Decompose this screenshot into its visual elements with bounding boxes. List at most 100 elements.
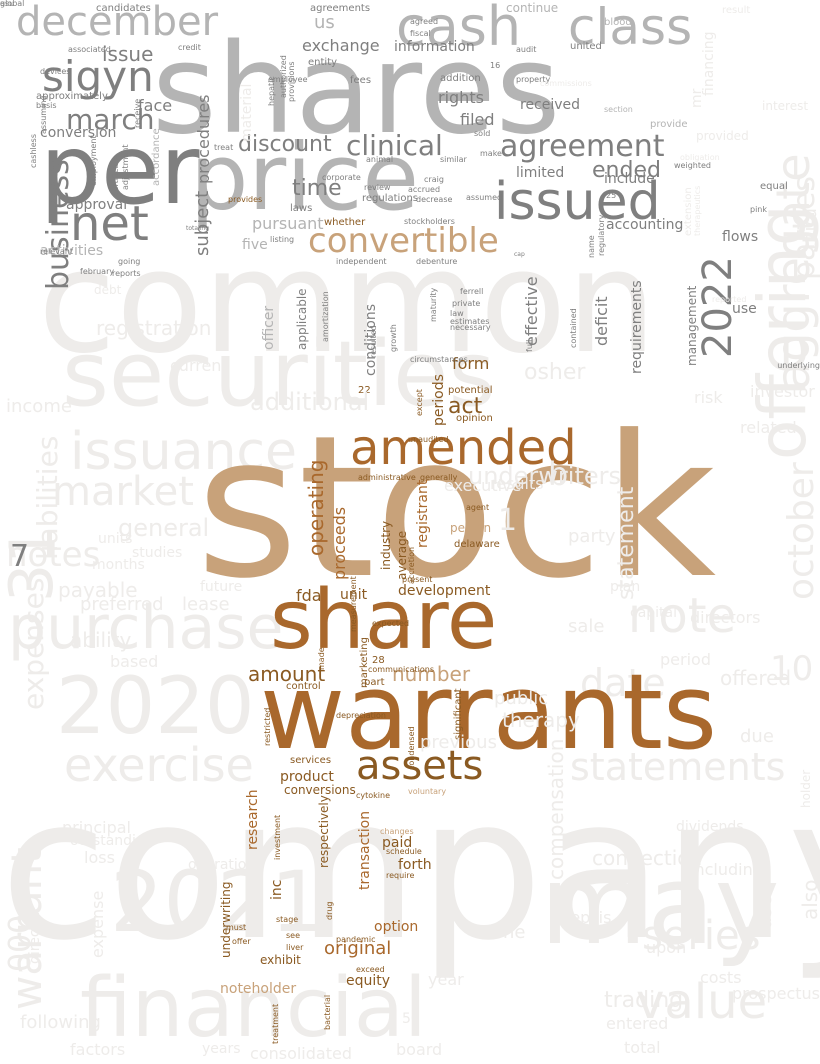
- word-equity: equity: [346, 973, 391, 989]
- word-exercise: exercise: [64, 738, 254, 792]
- word-osher: osher: [524, 360, 586, 385]
- word-50: 50: [402, 1011, 420, 1027]
- word-entered: entered: [606, 1014, 669, 1033]
- word-must: must: [226, 923, 247, 932]
- word-animal: animal: [366, 155, 394, 164]
- word-trading: trading: [604, 988, 684, 1013]
- word-listing: listing: [270, 235, 295, 244]
- word-interest: interest: [762, 99, 809, 113]
- word-statements: statements: [570, 745, 786, 789]
- word-respectively: respectively: [317, 795, 331, 868]
- word-received: received: [520, 97, 581, 113]
- word-certificate: certificate: [111, 155, 120, 196]
- word-plan: plan: [610, 579, 641, 595]
- word-cash: cash: [396, 0, 522, 58]
- word-cashless: cashless: [29, 133, 38, 168]
- word-hepatic: hepatic: [267, 76, 276, 106]
- word-value: value: [636, 974, 768, 1030]
- word-shares: shares: [152, 18, 561, 162]
- word-adjustment: adjustment: [121, 144, 130, 191]
- word-years: years: [202, 1041, 241, 1057]
- word-fiscal: fiscal: [410, 29, 431, 38]
- word-class: class: [568, 0, 693, 56]
- word-regulations: regulations: [362, 193, 419, 204]
- word-global: global: [0, 0, 25, 8]
- word-include: include: [604, 171, 655, 187]
- word-option: option: [374, 919, 419, 935]
- word-preferred: preferred: [80, 594, 164, 615]
- word-regulatory: regulatory: [597, 214, 606, 256]
- word-industry: industry: [379, 520, 393, 570]
- word-operations: operations: [188, 857, 263, 873]
- word-equal: equal: [760, 181, 788, 192]
- word-subject: subject: [192, 190, 213, 256]
- word-financial: financial: [80, 961, 427, 1056]
- word-bacterial: bacterial: [323, 994, 332, 1030]
- word-management: management: [685, 285, 699, 366]
- word-principal: principal: [62, 818, 131, 837]
- word-exchange: exchange: [302, 36, 380, 55]
- word-march: march: [66, 103, 155, 136]
- word-proceeds: proceeds: [330, 506, 349, 580]
- word-information: information: [394, 39, 475, 55]
- word-blood: blood: [604, 17, 632, 28]
- word-united: united: [570, 41, 602, 52]
- word-result: result: [722, 5, 751, 16]
- word-offer: offer: [232, 937, 251, 946]
- word-changes: changes: [380, 827, 414, 836]
- word-made: made: [317, 647, 326, 670]
- word-net: net: [70, 196, 149, 252]
- word-related: related: [740, 418, 797, 437]
- word-sold: sold: [474, 129, 491, 138]
- word-october: october: [781, 462, 820, 600]
- word-expenses: expenses: [17, 577, 50, 710]
- word-whether: whether: [324, 217, 366, 228]
- word-capital: capital: [630, 605, 678, 621]
- word-ability: ability: [70, 628, 132, 652]
- word-transaction: transaction: [357, 810, 373, 890]
- word-prospectus: prospectus: [731, 984, 820, 1003]
- word-series: series: [642, 913, 761, 959]
- word-accrued: accrued: [408, 185, 441, 194]
- word-conversion: conversion: [40, 125, 117, 141]
- word-purchase: purchase: [8, 593, 284, 663]
- word-noteholder: noteholder: [220, 981, 297, 997]
- word-2020: 2020: [56, 662, 255, 752]
- word-circumstances: circumstances: [410, 355, 468, 364]
- word-forth: forth: [398, 857, 432, 873]
- word-share: share: [270, 573, 498, 668]
- word-months: months: [92, 557, 145, 573]
- word-part: part: [364, 677, 385, 688]
- word-debenture: debenture: [416, 257, 458, 266]
- word-extension: extension: [683, 187, 694, 236]
- word-us: us: [314, 12, 335, 33]
- word-employment: employment: [89, 135, 98, 186]
- word-face: face: [138, 96, 173, 115]
- word-measurement: measurement: [349, 576, 358, 632]
- word-paid: paid: [382, 835, 413, 851]
- word-credit: credit: [178, 43, 201, 52]
- word-compensation: compensation: [544, 738, 568, 880]
- word-conversions: conversions: [284, 783, 356, 797]
- word-party: party: [568, 526, 616, 547]
- word-entity: entity: [308, 57, 338, 68]
- word-provides: provides: [228, 195, 263, 204]
- word-relevant: relevant: [40, 247, 74, 256]
- word-therapeutics: therapeutics: [693, 185, 702, 236]
- word-underlying: underlying: [777, 361, 820, 370]
- word-amortization: amortization: [321, 291, 330, 342]
- word-sale: sale: [568, 616, 605, 637]
- word-accordance: accordance: [151, 128, 162, 186]
- word-fees: fees: [350, 75, 372, 86]
- word-officer: officer: [261, 305, 277, 350]
- word-therapy: therapy: [502, 708, 580, 732]
- word-addition: addition: [440, 73, 481, 84]
- word-income: income: [6, 396, 72, 417]
- word-investment: investment: [273, 814, 282, 860]
- word-accounting: accounting: [606, 217, 684, 233]
- word-generally: generally: [420, 473, 458, 482]
- word-issued: issued: [494, 172, 661, 232]
- word-corporate: corporate: [322, 173, 361, 182]
- word-except: except: [415, 389, 424, 416]
- word-market: market: [52, 469, 194, 515]
